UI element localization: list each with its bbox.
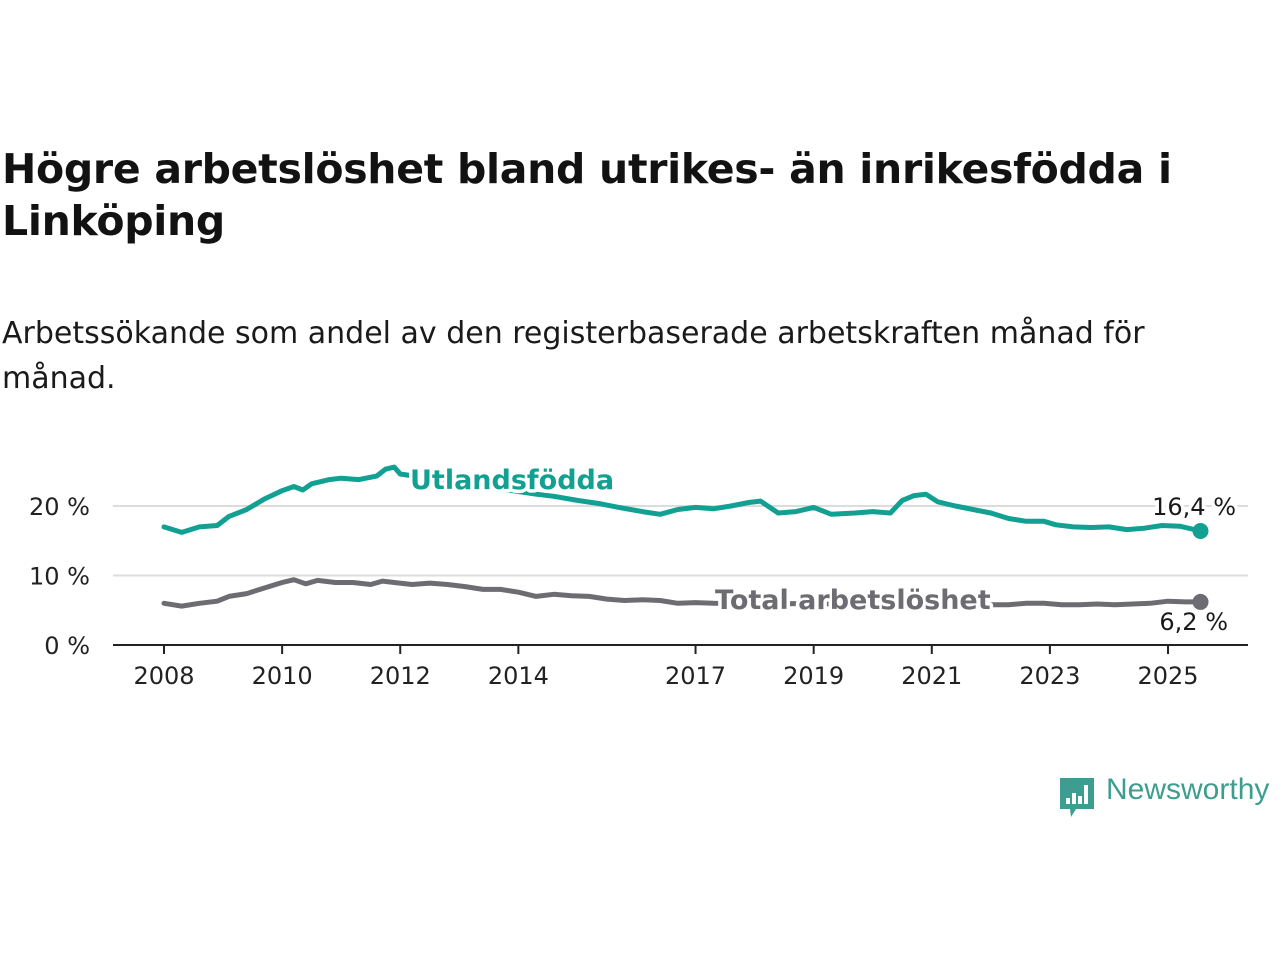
- series-label-total: Total arbetslöshet: [715, 585, 991, 616]
- end-value-label: 6,2 %: [1159, 608, 1228, 636]
- end-point-marker: [1192, 523, 1209, 540]
- x-tick-label: 2025: [1137, 662, 1198, 690]
- chart-title: Högre arbetslöshet bland utrikes- än inr…: [2, 145, 1172, 245]
- series-labels: Utlandsfödda Total arbetslöshet 16,4 % 6,2 …: [407, 462, 1240, 640]
- gridlines: [113, 505, 1248, 577]
- x-tick-label: 2023: [1019, 662, 1080, 690]
- y-tick-label: 10 %: [29, 563, 90, 591]
- x-tick-label: 2012: [370, 662, 431, 690]
- series-lines: [161, 464, 1209, 610]
- series-label-utlandsfodda: Utlandsfödda: [410, 465, 614, 496]
- newsworthy-wordmark: Newsworthy: [1106, 773, 1270, 806]
- end-value-label: 16,4 %: [1152, 493, 1236, 521]
- x-tick-label: 2008: [133, 662, 194, 690]
- x-tick-label: 2019: [783, 662, 844, 690]
- newsworthy-logo-icon: [1060, 778, 1094, 817]
- end-point-marker: [1192, 593, 1209, 610]
- y-axis: 0 % 10 % 20 %: [29, 493, 90, 660]
- x-tick-label: 2014: [488, 662, 549, 690]
- chart-subtitle: Arbetssökande som andel av den registerb…: [2, 316, 1145, 396]
- series-line-total: [161, 577, 1203, 609]
- x-tick-label: 2021: [901, 662, 962, 690]
- line-chart: 0 % 10 % 20 % 2008 2010 2012 2014 2017 2019 2021…: [29, 462, 1248, 690]
- series-line-utlandsfodda: [161, 464, 1203, 535]
- x-tick-label: 2010: [252, 662, 313, 690]
- y-tick-label: 20 %: [29, 493, 90, 521]
- x-tick-label: 2017: [665, 662, 726, 690]
- y-tick-label: 0 %: [44, 632, 90, 660]
- x-axis: 2008 2010 2012 2014 2017 2019 2021 2023 2025: [113, 644, 1248, 690]
